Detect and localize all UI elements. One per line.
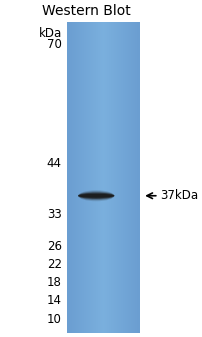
Bar	[66, 22, 138, 333]
Title: Western Blot: Western Blot	[42, 4, 130, 18]
Ellipse shape	[78, 192, 114, 199]
Text: kDa: kDa	[38, 27, 61, 40]
Text: 26: 26	[46, 240, 61, 252]
Text: 14: 14	[46, 294, 61, 307]
Ellipse shape	[78, 194, 114, 198]
Text: 33: 33	[47, 208, 61, 220]
Text: 70: 70	[47, 38, 61, 52]
Ellipse shape	[78, 190, 114, 201]
Text: 44: 44	[46, 157, 61, 170]
Text: 37kDa: 37kDa	[160, 189, 198, 202]
Text: 10: 10	[47, 313, 61, 326]
Text: 22: 22	[46, 258, 61, 271]
Ellipse shape	[78, 191, 114, 200]
Text: 18: 18	[47, 276, 61, 289]
